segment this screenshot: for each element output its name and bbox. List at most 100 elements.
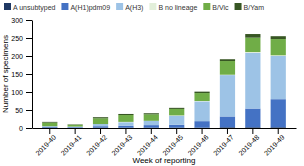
legend-item: B/Yam xyxy=(235,3,265,11)
plot: 2019-402019-412019-422019-432019-442019-… xyxy=(11,17,296,157)
x-tick-label: 2019-45 xyxy=(161,134,184,157)
bar-segment xyxy=(93,117,108,118)
x-tick-mark xyxy=(151,128,152,134)
series xyxy=(42,38,286,127)
bar-segment xyxy=(93,118,108,124)
x-tick-mark xyxy=(100,128,101,134)
y-tick: 200 xyxy=(11,53,32,60)
legend-swatch xyxy=(116,3,123,10)
x-tick: 2019-47 xyxy=(212,128,235,157)
bars xyxy=(42,34,286,128)
x-tick: 2019-44 xyxy=(136,128,159,157)
bar-segment xyxy=(42,121,57,123)
bar-segment xyxy=(220,116,235,127)
y-axis-title: Number of specimens xyxy=(1,35,10,113)
x-tick-mark xyxy=(176,128,177,134)
x-tick-label: 2019-41 xyxy=(60,134,83,157)
bar-segment xyxy=(220,59,235,61)
bar-segment xyxy=(118,126,133,128)
y-tick-mark xyxy=(26,38,32,39)
bar-segment xyxy=(271,56,286,99)
x-axis-line xyxy=(33,128,297,129)
legend-label: B/Vic xyxy=(212,4,229,11)
y-tick: 50 xyxy=(15,107,32,114)
bar-segment xyxy=(194,93,209,101)
x-tick: 2019-43 xyxy=(110,128,133,157)
bar-segment xyxy=(118,122,133,126)
y-tick: 100 xyxy=(11,89,32,96)
legend: A unsubtyped A(H1)pdm09 A(H3) B no lineage B… xyxy=(4,3,264,12)
y-tick-label: 0 xyxy=(19,125,23,132)
y-tick-mark xyxy=(26,56,32,57)
bar-segment xyxy=(118,115,133,122)
x-tick-mark xyxy=(227,128,228,134)
legend-swatch xyxy=(235,3,242,10)
y-tick-label: 300 xyxy=(11,17,23,24)
bar-segment xyxy=(271,36,286,39)
x-tick-label: 2019-49 xyxy=(263,134,286,157)
legend-item: A(H3) xyxy=(116,3,143,12)
series xyxy=(42,34,286,125)
bar-segment xyxy=(220,75,235,116)
y-tick-mark xyxy=(26,110,32,111)
bar-segment xyxy=(118,114,133,115)
legend-label: A(H3) xyxy=(125,4,143,12)
x-tick: 2019-45 xyxy=(161,128,184,157)
legend-swatch xyxy=(4,3,11,10)
x-tick-label: 2019-46 xyxy=(187,134,210,157)
bar-segment xyxy=(271,99,286,127)
y-tick-label: 250 xyxy=(11,35,23,42)
legend-label: B/Yam xyxy=(244,4,265,11)
bar-segment xyxy=(245,53,260,109)
legend-label: A unsubtyped xyxy=(13,4,56,12)
x-tick: 2019-41 xyxy=(60,128,83,157)
bar-segment xyxy=(194,121,209,127)
bar-segment xyxy=(93,127,108,128)
bar-segment xyxy=(42,126,57,128)
y-tick: 300 xyxy=(11,17,32,24)
x-tick-label: 2019-40 xyxy=(34,134,57,157)
bar-segment xyxy=(144,121,159,125)
legend-item: B no lineage xyxy=(149,3,197,12)
legend-item: B/Vic xyxy=(203,3,229,11)
x-tick: 2019-46 xyxy=(187,128,210,157)
x-tick-mark xyxy=(125,128,126,134)
bar-segment xyxy=(68,125,83,127)
bar-segment xyxy=(68,124,83,125)
legend-swatch xyxy=(61,3,68,10)
y-axis-line xyxy=(32,21,33,129)
bar-segment xyxy=(144,125,159,128)
x-tick-label: 2019-44 xyxy=(136,134,159,157)
bar-segment xyxy=(68,127,83,128)
x-tick-label: 2019-47 xyxy=(212,134,235,157)
bar-segment xyxy=(68,128,83,129)
bar-segment xyxy=(245,109,260,128)
legend-label: A(H1)pdm09 xyxy=(70,4,110,12)
x-axis-title: Week of reporting xyxy=(133,156,196,165)
x-tick-mark xyxy=(252,128,253,134)
bar-segment xyxy=(93,124,108,126)
x-tick-mark xyxy=(202,128,203,134)
series xyxy=(42,53,286,128)
bar-segment xyxy=(271,39,286,55)
series xyxy=(118,52,286,122)
x-tick-mark xyxy=(278,128,279,134)
chart: A unsubtyped A(H1)pdm09 A(H3) B no lineage B… xyxy=(0,0,304,166)
y-tick-label: 200 xyxy=(11,53,23,60)
legend-swatch xyxy=(149,3,156,10)
y-tick: 250 xyxy=(11,35,32,42)
x-tick: 2019-40 xyxy=(34,128,57,157)
bar-segment xyxy=(144,114,159,120)
legend-label: B no lineage xyxy=(158,4,197,12)
bar-segment xyxy=(169,125,184,128)
x-tick: 2019-48 xyxy=(237,128,260,157)
bar-segment xyxy=(169,108,184,109)
bar-segment xyxy=(194,101,209,121)
legend-item: A(H1)pdm09 xyxy=(61,3,110,12)
y-tick-mark xyxy=(26,128,32,129)
y-tick-label: 100 xyxy=(11,89,23,96)
y-tick-mark xyxy=(26,20,32,21)
x-tick-mark xyxy=(49,128,50,134)
y-tick-label: 50 xyxy=(15,107,23,114)
bar-segment xyxy=(93,126,108,127)
